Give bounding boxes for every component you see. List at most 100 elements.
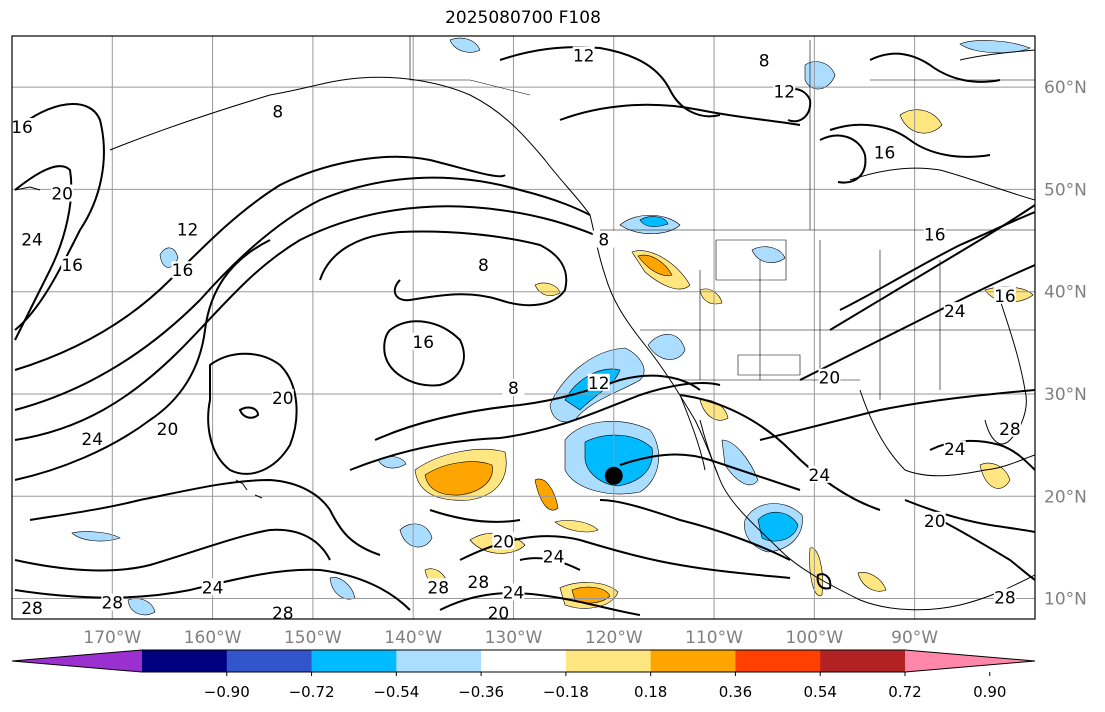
negative-anomaly-region [329,577,356,600]
contour-label-background [176,220,199,238]
contour-label: 28 [21,599,43,619]
contour-label-background [21,598,44,616]
contour-label: 16 [61,256,83,276]
contour-label: 8 [478,256,489,276]
strong-positive-anomaly-region [637,254,673,276]
lon-tick-label: 140°W [384,628,442,648]
colorbar-tick-label: −0.36 [458,683,504,701]
contour-label-background [502,583,525,601]
latitude-tick-labels: 10°N 20°N 30°N 40°N 50°N 60°N [1044,78,1087,609]
contour-label: 24 [944,302,966,322]
contour-label-background [773,82,796,100]
negative-anomaly-region [71,531,121,542]
strong-positive-anomaly-region [424,461,493,496]
contour-label: 20 [488,604,510,624]
contour-label: 16 [11,118,33,138]
lat-tick-label: 60°N [1044,78,1087,98]
contour-label: 16 [172,261,194,281]
positive-anomaly-region [534,478,559,511]
contour-lines [14,46,1035,616]
contour-label-background [542,547,565,565]
lat-tick-label: 10°N [1044,590,1087,610]
colorbar-outline [11,649,1036,673]
colorbar-tick-label: −0.18 [543,683,589,701]
colorbar-segment [650,650,736,672]
positive-anomaly-region [699,288,723,305]
lon-tick-label: 110°W [685,628,743,648]
lon-tick-label: 100°W [785,628,843,648]
contour-label-background [753,51,776,69]
contour-label: 24 [809,466,831,486]
colorbar-tick-label: 0.72 [888,683,921,701]
colorbar-segment [735,650,821,672]
colorbar-tick-label: −0.90 [204,683,250,701]
contour-label: 28 [468,573,490,593]
colorbar-segment [396,650,482,672]
colorbar-tick-labels: −0.90 −0.72 −0.54 −0.36 −0.18 0.18 0.36 0.54 0.7… [204,672,1006,701]
map-frame [11,35,1036,620]
negative-anomaly-region [959,40,1031,54]
state-borders [409,36,1035,400]
contour-label-background [51,184,74,202]
map-title: 2025080700 F108 [445,8,601,28]
positive-anomaly-region [554,520,599,533]
contour-label: 12 [773,82,795,102]
contour-label-background [993,286,1016,304]
contour-label: 24 [543,548,565,568]
contour-label: 8 [759,52,770,72]
positive-anomaly-region [899,109,943,134]
lat-tick-label: 40°N [1044,283,1087,303]
contour-label-background [271,603,294,619]
contour-label-background [587,373,610,391]
colorbar [11,649,1036,673]
contour-label-background [201,578,224,596]
contour-label-background [808,465,831,483]
negative-anomaly-region [399,523,433,548]
colorbar-extend-high [905,650,1035,672]
contour-label-background [943,302,966,320]
colorbar-segment [820,650,906,672]
contour-label: 16 [924,225,946,245]
strong-negative-anomaly-region [584,434,653,487]
contour-label: 20 [157,420,179,440]
contour-label: 28 [994,589,1016,609]
colorbar-tick-label: 0.36 [719,683,752,701]
contour-label: 20 [493,532,515,552]
contour-label-background [271,389,294,407]
contour-label-background [998,419,1021,437]
contour-label-background [266,102,289,120]
lat-tick-label: 30°N [1044,385,1087,405]
colorbar-tick-label: 0.90 [973,683,1006,701]
contour-label: 12 [573,46,595,66]
negative-anomaly-region [449,37,481,53]
colorbar-segment [226,650,313,672]
contour-label-background [492,532,515,550]
lon-tick-label: 150°W [284,628,342,648]
contour-label: 8 [598,231,609,251]
contour-label: 28 [427,578,449,598]
location-marker [604,466,623,485]
contour-label: 24 [944,440,966,460]
contour-label: 28 [272,604,294,624]
contour-label-background [502,378,525,396]
contour-label-background [12,118,34,136]
contour-label-background [993,588,1016,606]
colorbar-segment [565,650,652,672]
colorbar-segment [481,650,567,672]
contour-label: 28 [101,594,123,614]
contour-label: 20 [51,185,73,205]
contour-label: 20 [819,369,841,389]
contour-label-background [81,430,104,448]
contour-label: 20 [924,512,946,532]
contour-label-background [427,578,450,596]
contour-label-background [156,419,179,437]
longitude-tick-labels: 170°W 160°W 150°W 140°W 130°W 120°W 110°W 100°W… [83,628,938,648]
contour-label: 28 [999,420,1021,440]
contour-label-background [487,603,510,619]
colorbar-tick-label: 0.18 [634,683,667,701]
contour-label-background [467,573,490,591]
strong-negative-anomaly-region [639,216,669,227]
contour-label: 8 [272,103,283,123]
lon-tick-label: 120°W [585,628,643,648]
